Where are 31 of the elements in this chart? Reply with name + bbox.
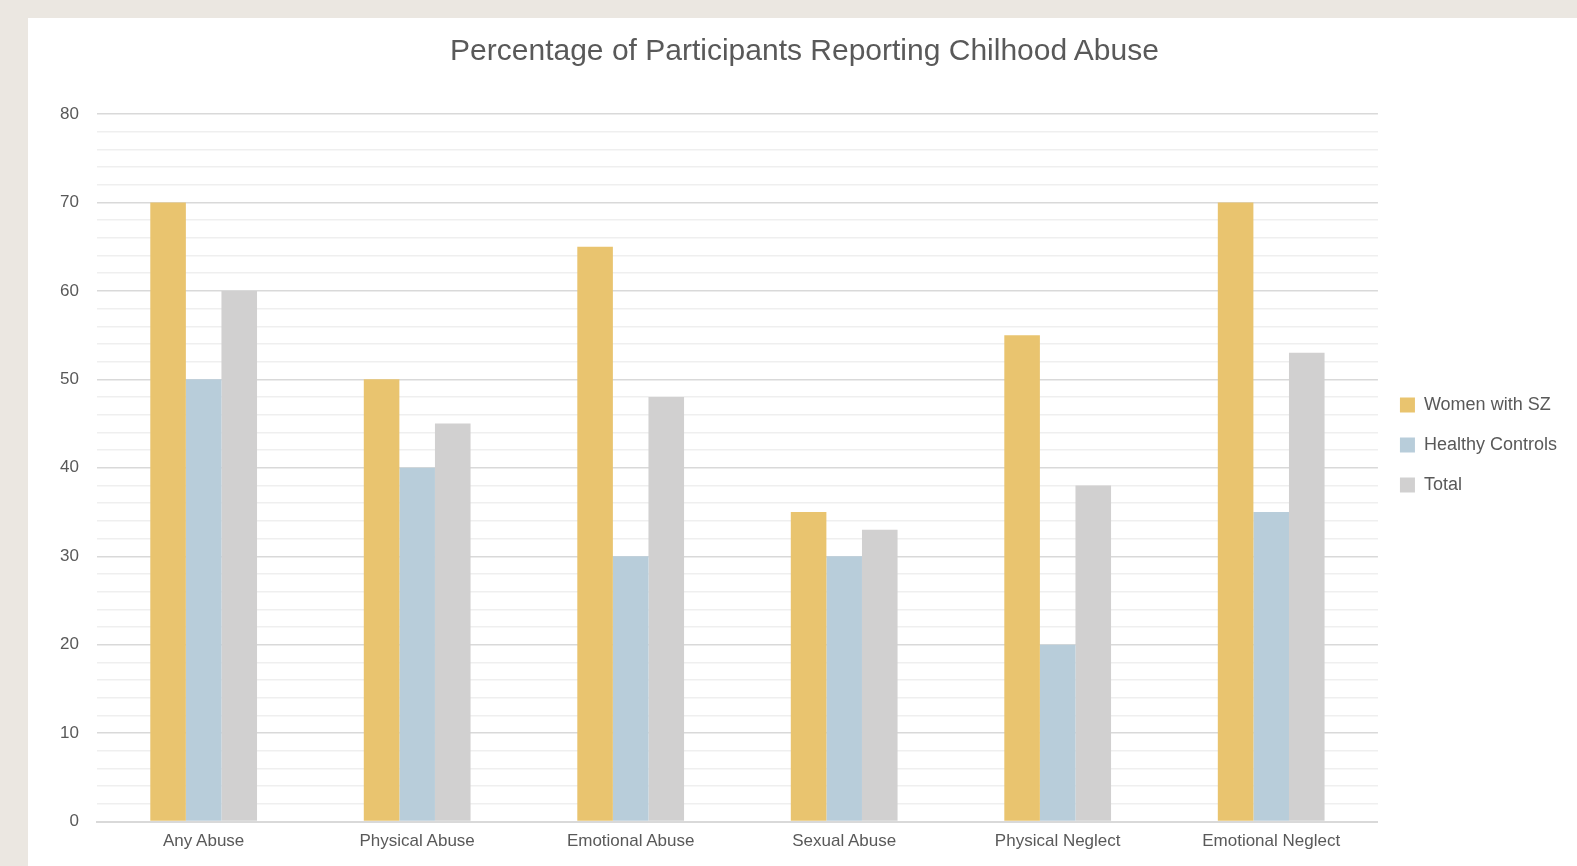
bar [1004, 335, 1040, 821]
y-tick-label: 20 [59, 634, 79, 654]
y-tick-label: 30 [59, 545, 79, 565]
x-tick-label: Physical Neglect [994, 831, 1121, 851]
bar [612, 556, 649, 821]
chart-title: Percentage of Participants Reporting Chilhood Abuse [450, 33, 1159, 67]
legend-label: Total [1423, 473, 1462, 494]
x-tick-label: Emotional Neglect [1202, 831, 1341, 851]
legend-label: Women with SZ [1423, 393, 1551, 414]
y-tick-label: 80 [59, 103, 79, 123]
y-tick-label: 70 [59, 192, 79, 212]
legend-label: Healthy Controls [1423, 433, 1557, 454]
bar [363, 379, 400, 821]
bar [790, 512, 827, 821]
bar [1039, 644, 1076, 821]
bar [150, 202, 186, 821]
bar [1217, 202, 1254, 821]
x-tick-label: Physical Abuse [359, 831, 475, 851]
bar [399, 467, 435, 821]
y-tick-label: 0 [69, 811, 79, 831]
y-tick-label: 40 [59, 457, 79, 477]
x-tick-label: Any Abuse [163, 831, 245, 851]
y-tick-label: 50 [59, 369, 79, 389]
bar [577, 246, 613, 821]
y-tick-label: 10 [59, 722, 79, 742]
y-tick-label: 60 [59, 280, 79, 300]
bar [826, 556, 862, 821]
x-tick-label: Emotional Abuse [566, 831, 695, 851]
bar [185, 379, 222, 821]
x-tick-label: Sexual Abuse [792, 831, 897, 851]
bar [1253, 512, 1289, 821]
